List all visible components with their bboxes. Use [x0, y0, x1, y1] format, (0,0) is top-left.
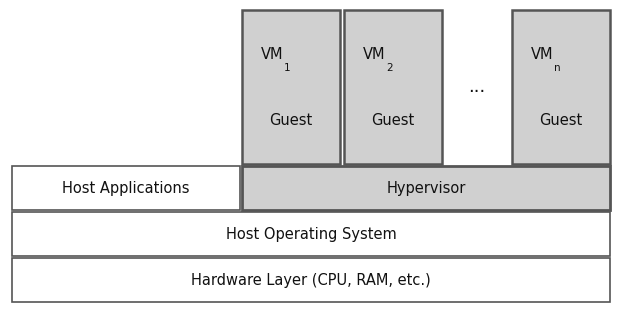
Bar — [12, 166, 240, 210]
Bar — [12, 212, 610, 256]
Bar — [242, 166, 610, 210]
Text: VM: VM — [261, 47, 283, 62]
Text: ...: ... — [468, 78, 486, 96]
Text: Hypervisor: Hypervisor — [386, 180, 466, 196]
Text: Hardware Layer (CPU, RAM, etc.): Hardware Layer (CPU, RAM, etc.) — [191, 272, 431, 287]
Text: Host Operating System: Host Operating System — [226, 226, 396, 242]
Bar — [12, 258, 610, 302]
Bar — [242, 10, 340, 164]
Text: n: n — [554, 63, 561, 73]
Text: Guest: Guest — [539, 114, 583, 128]
Text: 2: 2 — [386, 63, 392, 73]
Bar — [512, 10, 610, 164]
Text: Guest: Guest — [371, 114, 415, 128]
Text: VM: VM — [363, 47, 385, 62]
Text: Guest: Guest — [269, 114, 313, 128]
Bar — [344, 10, 442, 164]
Text: Host Applications: Host Applications — [62, 180, 190, 196]
Text: VM: VM — [531, 47, 553, 62]
Text: 1: 1 — [284, 63, 291, 73]
